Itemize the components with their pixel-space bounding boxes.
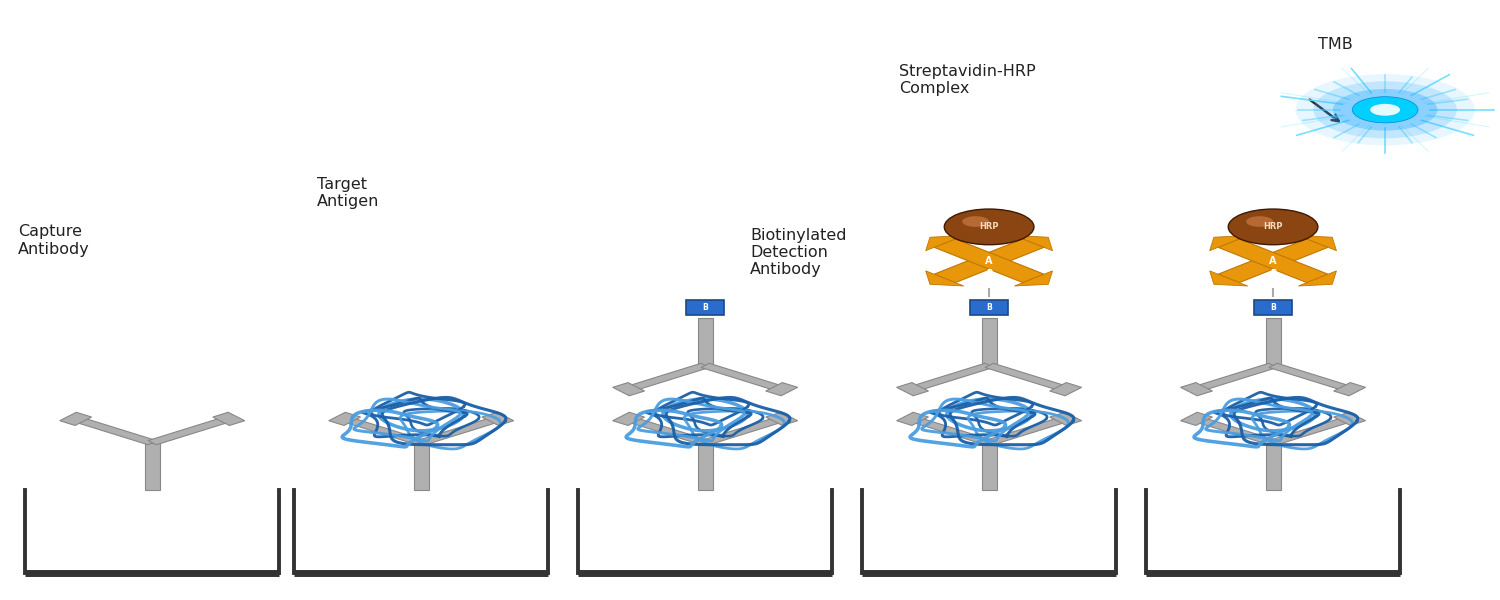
Polygon shape <box>1269 417 1353 445</box>
Polygon shape <box>1192 363 1276 391</box>
FancyBboxPatch shape <box>1266 443 1281 490</box>
Text: Biotinylated
Detection
Antibody: Biotinylated Detection Antibody <box>750 227 846 277</box>
Text: A: A <box>1269 256 1276 266</box>
Circle shape <box>1353 97 1418 123</box>
Text: B: B <box>1270 269 1276 278</box>
FancyBboxPatch shape <box>414 443 429 490</box>
Polygon shape <box>766 383 798 396</box>
Text: Target
Antigen: Target Antigen <box>316 177 380 209</box>
Polygon shape <box>934 239 1044 283</box>
Circle shape <box>962 216 988 227</box>
FancyBboxPatch shape <box>698 443 712 490</box>
Polygon shape <box>340 417 426 445</box>
Text: HRP: HRP <box>980 223 999 232</box>
Text: HRP: HRP <box>1263 223 1282 232</box>
Polygon shape <box>1334 412 1365 425</box>
Polygon shape <box>1180 412 1212 425</box>
Polygon shape <box>1014 236 1053 251</box>
Polygon shape <box>934 239 1044 283</box>
FancyBboxPatch shape <box>698 318 712 365</box>
Circle shape <box>945 209 1034 245</box>
Text: B: B <box>702 302 708 311</box>
Text: TMB: TMB <box>1318 37 1353 52</box>
Polygon shape <box>624 363 710 391</box>
Polygon shape <box>897 383 928 396</box>
Polygon shape <box>1299 236 1336 251</box>
Polygon shape <box>148 417 232 445</box>
Polygon shape <box>1050 383 1082 396</box>
Text: B: B <box>986 302 992 311</box>
Polygon shape <box>1218 239 1328 283</box>
FancyBboxPatch shape <box>981 443 996 490</box>
Text: B: B <box>1270 302 1276 311</box>
Polygon shape <box>926 271 963 286</box>
Polygon shape <box>612 383 645 396</box>
Polygon shape <box>624 417 710 445</box>
Circle shape <box>1296 74 1474 145</box>
Polygon shape <box>1180 383 1212 396</box>
Circle shape <box>1314 81 1456 139</box>
Polygon shape <box>72 417 156 445</box>
Polygon shape <box>417 417 503 445</box>
Polygon shape <box>1299 271 1336 286</box>
Polygon shape <box>1209 271 1248 286</box>
Polygon shape <box>700 417 786 445</box>
Polygon shape <box>1014 271 1053 286</box>
Polygon shape <box>766 412 798 425</box>
Polygon shape <box>986 417 1070 445</box>
Polygon shape <box>1050 412 1082 425</box>
Text: Capture
Antibody: Capture Antibody <box>18 224 90 257</box>
Polygon shape <box>1209 236 1248 251</box>
Polygon shape <box>328 412 360 425</box>
FancyBboxPatch shape <box>1266 318 1281 365</box>
Circle shape <box>1228 209 1318 245</box>
Polygon shape <box>986 363 1070 391</box>
Polygon shape <box>909 417 993 445</box>
Polygon shape <box>926 236 963 251</box>
Polygon shape <box>213 412 244 425</box>
Polygon shape <box>1218 239 1328 283</box>
Polygon shape <box>1334 383 1365 396</box>
Polygon shape <box>897 412 928 425</box>
Text: A: A <box>986 256 993 266</box>
Polygon shape <box>909 363 993 391</box>
Polygon shape <box>482 412 513 425</box>
Polygon shape <box>612 412 645 425</box>
FancyBboxPatch shape <box>144 443 159 490</box>
Polygon shape <box>700 363 786 391</box>
Polygon shape <box>1269 363 1353 391</box>
Circle shape <box>1246 216 1274 227</box>
Circle shape <box>1370 104 1400 116</box>
FancyBboxPatch shape <box>981 318 996 365</box>
Polygon shape <box>60 412 92 425</box>
Circle shape <box>1334 89 1437 131</box>
Text: Streptavidin-HRP
Complex: Streptavidin-HRP Complex <box>900 64 1036 96</box>
Text: B: B <box>986 269 993 278</box>
Polygon shape <box>1192 417 1276 445</box>
